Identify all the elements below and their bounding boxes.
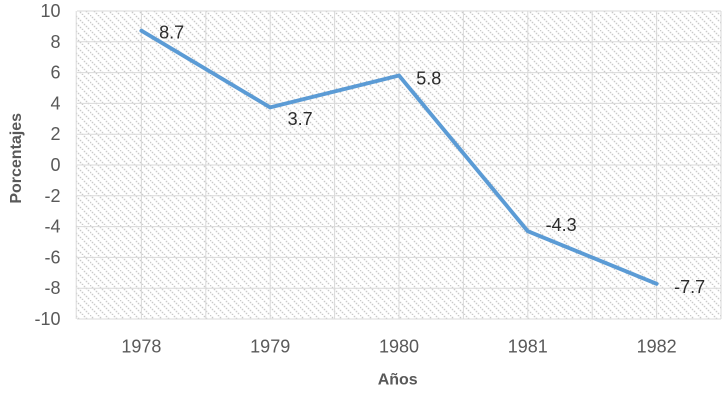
svg-text:6: 6 xyxy=(50,63,60,83)
svg-text:3.7: 3.7 xyxy=(288,109,313,129)
svg-text:5.8: 5.8 xyxy=(416,68,441,88)
svg-text:-10: -10 xyxy=(34,309,60,329)
svg-text:10: 10 xyxy=(40,1,60,21)
svg-text:0: 0 xyxy=(50,155,60,175)
svg-text:-8: -8 xyxy=(44,278,60,298)
svg-text:-6: -6 xyxy=(44,247,60,267)
svg-text:Porcentajes: Porcentajes xyxy=(8,113,25,204)
svg-text:1978: 1978 xyxy=(121,336,161,356)
svg-text:8.7: 8.7 xyxy=(159,23,184,43)
svg-text:2: 2 xyxy=(50,124,60,144)
svg-text:-4: -4 xyxy=(44,217,60,237)
svg-text:4: 4 xyxy=(50,93,60,113)
svg-text:-2: -2 xyxy=(44,186,60,206)
svg-text:-7.7: -7.7 xyxy=(674,277,705,297)
svg-text:1982: 1982 xyxy=(637,336,677,356)
svg-text:Años: Años xyxy=(378,372,418,389)
svg-text:8: 8 xyxy=(50,32,60,52)
svg-text:-4.3: -4.3 xyxy=(546,215,577,235)
svg-text:1980: 1980 xyxy=(379,336,419,356)
svg-text:1979: 1979 xyxy=(250,336,290,356)
svg-text:1981: 1981 xyxy=(508,336,548,356)
